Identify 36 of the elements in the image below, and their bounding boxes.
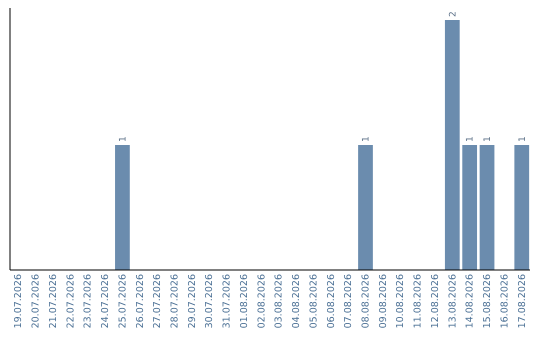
x-tick-label: 11.08.2026: [412, 274, 424, 328]
x-tick-label: 13.08.2026: [447, 274, 458, 328]
x-tick-label: 15.08.2026: [482, 274, 494, 328]
x-tick-label: 21.07.2026: [48, 274, 59, 328]
x-tick-label: 29.07.2026: [186, 274, 198, 328]
data-label: 1: [361, 136, 372, 142]
x-tick-label: 08.08.2026: [360, 274, 372, 328]
x-tick-label: 01.08.2026: [238, 274, 250, 328]
x-tick-label: 06.08.2026: [326, 274, 337, 328]
data-label: 1: [483, 136, 494, 142]
x-tick-label: 05.08.2026: [308, 274, 320, 328]
x-tick-label: 30.07.2026: [204, 274, 216, 328]
data-label: 2: [448, 11, 458, 17]
x-tick-label: 23.07.2026: [82, 274, 94, 328]
x-tick-label: 17.08.2026: [516, 274, 528, 328]
x-tick-label: 02.08.2026: [256, 274, 268, 328]
x-tick-label: 07.08.2026: [343, 274, 354, 328]
x-tick-label: 16.08.2026: [499, 274, 510, 328]
x-tick-label: 20.07.2026: [30, 274, 42, 328]
x-tick-label: 04.08.2026: [291, 274, 302, 328]
x-tick-label: 03.08.2026: [274, 274, 285, 328]
x-tick-label: 19.07.2026: [13, 274, 24, 328]
x-tick-label: 14.08.2026: [464, 274, 476, 328]
data-label: 1: [466, 136, 476, 142]
x-tick-label: 09.08.2026: [378, 274, 389, 328]
x-tick-label: 10.08.2026: [395, 274, 406, 328]
data-label: 1: [118, 136, 128, 142]
data-label: 1: [518, 136, 528, 142]
x-tick-label: 24.07.2026: [100, 274, 112, 328]
x-tick-label: 26.07.2026: [134, 274, 146, 328]
x-tick-label: 28.07.2026: [170, 274, 181, 328]
x-tick-label: 31.07.2026: [222, 274, 233, 328]
x-tick-label: 22.07.2026: [65, 274, 76, 328]
x-tick-label: 27.07.2026: [152, 274, 164, 328]
x-tick-label: 12.08.2026: [430, 274, 441, 328]
x-tick-label: 25.07.2026: [117, 274, 128, 328]
